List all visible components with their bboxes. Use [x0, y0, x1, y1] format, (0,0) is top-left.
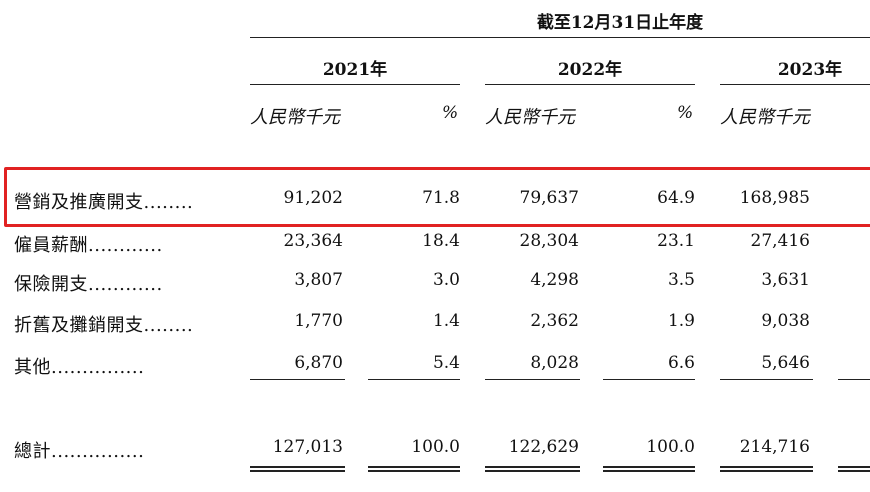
year-2022: 2022年	[557, 60, 623, 80]
year-rule-2022	[485, 84, 695, 85]
cell-2021-amount: 3,807	[294, 270, 343, 290]
total-double-rule	[368, 466, 460, 472]
pct-label-2021: %	[442, 103, 459, 123]
cell-2021-amount: 1,770	[294, 311, 343, 331]
year-2021: 2021年	[322, 60, 388, 80]
cell-2022-amount: 4,298	[530, 270, 579, 290]
title-rule	[250, 37, 870, 38]
cell-2022-pct: 1.9	[667, 311, 695, 331]
subtotal-rule	[838, 379, 870, 380]
cell-2021-pct: 1.4	[432, 311, 460, 331]
cell-2022-pct: 3.5	[667, 270, 695, 290]
unit-label-2022: 人民幣千元	[485, 107, 575, 128]
total-label: 總計...............	[14, 441, 145, 462]
year-rule-2021	[250, 84, 460, 85]
total-double-rule	[250, 466, 345, 472]
row-label: 營銷及推廣開支........	[14, 192, 194, 213]
cell-2022-amount: 2,362	[530, 311, 579, 331]
cell-2023-amount: 168,985	[739, 188, 810, 208]
subtotal-rule	[720, 379, 813, 380]
pct-label-2022: %	[677, 103, 694, 123]
cell-2022-pct: 23.1	[657, 231, 695, 251]
total-2021-amount: 127,013	[272, 437, 343, 457]
year-rule-2023	[720, 84, 870, 85]
subtotal-rule	[485, 379, 580, 380]
cell-2022-pct: 64.9	[657, 188, 695, 208]
subtotal-rule	[250, 379, 345, 380]
total-double-rule	[838, 466, 870, 472]
cell-2021-pct: 3.0	[432, 270, 460, 290]
row-label: 折舊及攤銷開支........	[14, 315, 194, 336]
cell-2022-pct: 6.6	[667, 353, 695, 373]
cell-2023-amount: 9,038	[761, 311, 810, 331]
total-double-rule	[485, 466, 580, 472]
row-label: 其他...............	[14, 357, 145, 378]
unit-label-2023: 人民幣千元	[720, 107, 810, 128]
cell-2021-amount: 91,202	[283, 188, 343, 208]
cell-2021-pct: 5.4	[432, 353, 460, 373]
cell-2023-amount: 3,631	[761, 270, 810, 290]
cell-2022-amount: 79,637	[519, 188, 579, 208]
unit-label-2021: 人民幣千元	[250, 107, 340, 128]
subtotal-rule	[603, 379, 695, 380]
row-label: 僱員薪酬............	[14, 235, 163, 256]
total-double-rule	[720, 466, 813, 472]
cell-2022-amount: 28,304	[519, 231, 579, 251]
subtotal-rule	[368, 379, 460, 380]
row-label: 保險開支............	[14, 274, 163, 295]
period-title: 截至12月31日止年度	[536, 13, 704, 33]
cell-2021-pct: 18.4	[422, 231, 460, 251]
cell-2021-amount: 6,870	[294, 353, 343, 373]
cell-2023-amount: 27,416	[750, 231, 810, 251]
year-2023: 2023年	[777, 60, 843, 80]
total-2022-amount: 122,629	[508, 437, 579, 457]
total-2022-pct: 100.0	[646, 437, 695, 457]
cell-2023-amount: 5,646	[761, 353, 810, 373]
cell-2021-pct: 71.8	[422, 188, 460, 208]
total-2023-amount: 214,716	[739, 437, 810, 457]
cell-2022-amount: 8,028	[530, 353, 579, 373]
cell-2021-amount: 23,364	[283, 231, 343, 251]
highlight-box	[4, 167, 870, 227]
total-double-rule	[603, 466, 695, 472]
total-2021-pct: 100.0	[411, 437, 460, 457]
